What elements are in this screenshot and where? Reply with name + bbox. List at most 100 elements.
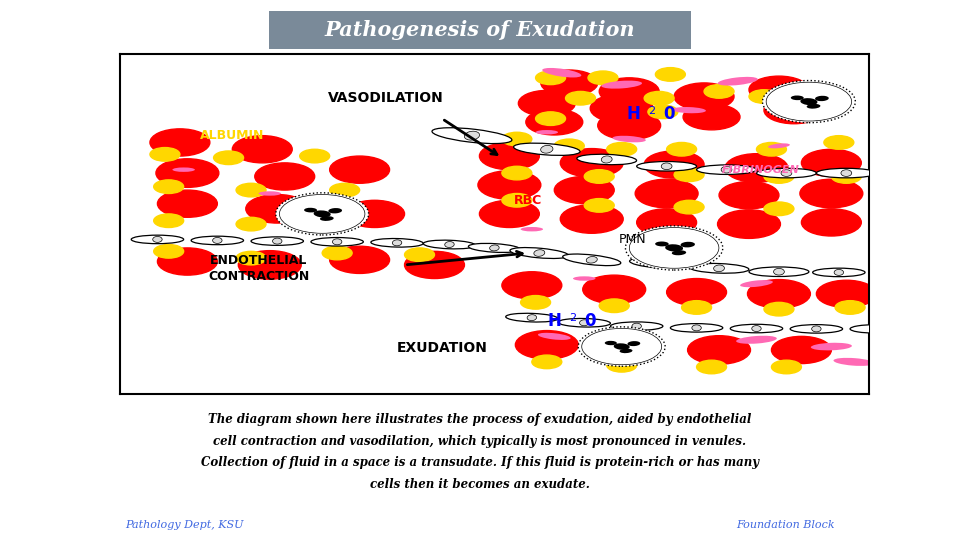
Circle shape [404,248,435,261]
Ellipse shape [514,143,580,156]
Ellipse shape [721,166,732,173]
Ellipse shape [740,280,773,287]
Ellipse shape [816,168,876,178]
Circle shape [599,78,660,105]
Circle shape [502,166,532,180]
Circle shape [674,168,704,181]
Ellipse shape [304,208,317,212]
Circle shape [214,151,244,165]
Circle shape [502,272,562,299]
Circle shape [717,210,780,238]
Ellipse shape [153,237,162,242]
Circle shape [276,193,369,235]
Ellipse shape [655,241,669,246]
Ellipse shape [563,254,621,266]
Circle shape [238,251,301,279]
Circle shape [666,143,697,156]
Ellipse shape [538,333,570,340]
Circle shape [502,193,532,207]
Ellipse shape [527,315,537,321]
Circle shape [764,170,794,183]
Ellipse shape [632,323,641,329]
Ellipse shape [332,239,342,245]
Circle shape [150,129,210,156]
Circle shape [682,301,711,314]
Circle shape [626,226,723,270]
Circle shape [536,112,565,125]
Text: EXUDATION: EXUDATION [396,341,488,355]
Circle shape [598,111,660,140]
Circle shape [764,202,794,215]
Circle shape [157,190,217,217]
Text: ALBUMIN: ALBUMIN [200,129,265,142]
Ellipse shape [672,107,706,113]
Text: Collection of fluid in a space is a transudate. If this fluid is protein-rich or: Collection of fluid in a space is a tran… [201,456,759,469]
Circle shape [157,248,217,275]
Ellipse shape [736,336,777,344]
Ellipse shape [273,238,282,244]
Circle shape [150,147,180,161]
Circle shape [236,217,266,231]
Circle shape [236,183,266,197]
Ellipse shape [661,163,672,170]
Circle shape [772,102,802,115]
Ellipse shape [490,245,499,251]
Circle shape [607,359,636,372]
Text: 2: 2 [648,106,656,116]
Ellipse shape [510,247,568,259]
Ellipse shape [542,68,582,77]
Circle shape [607,143,636,156]
Circle shape [802,149,861,177]
Ellipse shape [630,258,688,268]
Ellipse shape [713,265,725,272]
Circle shape [279,194,365,233]
Circle shape [590,94,653,123]
Ellipse shape [718,77,757,85]
Circle shape [329,183,360,197]
Ellipse shape [580,320,589,326]
Circle shape [666,279,727,306]
Circle shape [766,82,852,121]
Ellipse shape [212,238,222,244]
Ellipse shape [833,358,875,366]
Circle shape [585,170,614,183]
Circle shape [516,330,578,359]
Ellipse shape [756,168,816,178]
Ellipse shape [834,269,844,275]
Ellipse shape [811,326,821,332]
Ellipse shape [665,244,684,252]
Circle shape [756,143,786,156]
Ellipse shape [692,325,702,331]
Circle shape [656,68,685,81]
Circle shape [236,251,266,265]
Ellipse shape [791,96,804,100]
Circle shape [583,275,646,303]
Circle shape [630,227,719,268]
Circle shape [725,154,788,183]
Ellipse shape [536,130,558,134]
Ellipse shape [573,276,595,281]
Ellipse shape [672,251,686,255]
Circle shape [156,159,219,187]
Circle shape [644,91,674,105]
Circle shape [674,200,704,214]
Text: H: H [627,105,640,123]
Circle shape [254,163,315,190]
Ellipse shape [468,244,520,252]
Circle shape [585,199,614,212]
Ellipse shape [605,341,617,345]
Ellipse shape [558,319,611,327]
Ellipse shape [749,267,809,276]
Circle shape [554,177,614,204]
Ellipse shape [774,268,784,275]
Circle shape [323,246,352,260]
Circle shape [404,251,465,279]
Ellipse shape [681,242,695,247]
Text: H: H [548,312,562,330]
Ellipse shape [423,240,475,249]
Circle shape [479,143,540,170]
Circle shape [518,90,575,116]
Ellipse shape [432,128,512,144]
Circle shape [772,336,831,363]
Circle shape [835,301,865,314]
